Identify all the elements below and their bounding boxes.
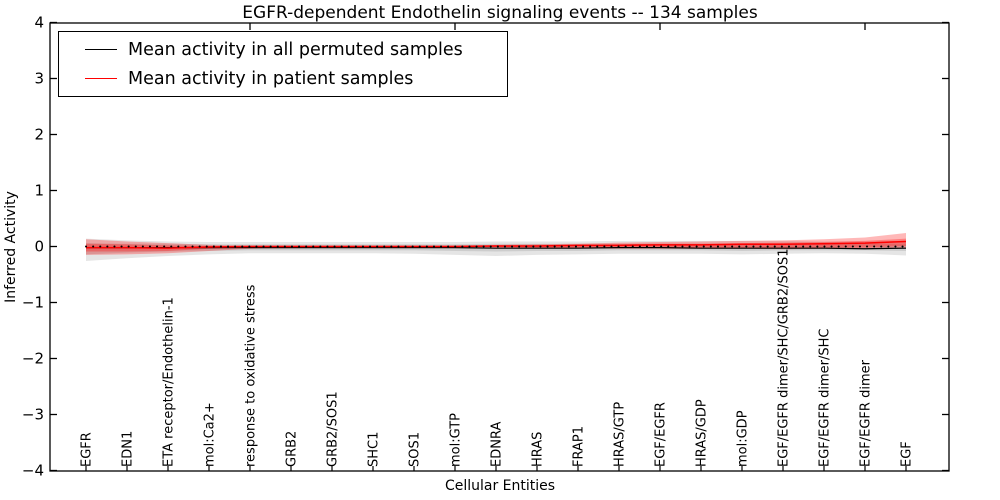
legend-line-sample-black [85, 49, 117, 50]
x-tick-label: SHC1 [367, 432, 382, 467]
y-tick-label: 0 [34, 238, 44, 256]
x-tick-label: SOS1 [408, 432, 423, 467]
x-tick-label: ETA receptor/Endothelin-1 [162, 297, 177, 467]
patient-band-inner [86, 238, 906, 252]
y-tick-label: 1 [34, 182, 44, 200]
y-tick-label: 4 [34, 14, 44, 32]
legend-line-sample-red [85, 78, 117, 79]
y-tick-label: −4 [22, 462, 44, 480]
legend-label-permuted: Mean activity in all permuted samples [128, 39, 463, 60]
x-tick-label: GRB2/SOS1 [326, 391, 341, 467]
chart-title: EGFR-dependent Endothelin signaling even… [242, 3, 758, 23]
legend: Mean activity in all permuted samples Me… [58, 31, 508, 97]
y-tick-label: −2 [22, 350, 44, 368]
x-tick-label: EGF/EGFR dimer [859, 359, 874, 467]
legend-label-patient: Mean activity in patient samples [128, 68, 414, 89]
legend-entry-patient: Mean activity in patient samples [59, 64, 507, 93]
y-tick-label: 3 [34, 70, 44, 88]
x-tick-label: mol:GDP [736, 410, 751, 467]
x-tick-label: mol:GTP [449, 413, 464, 467]
x-tick-label: EGF/EGFR dimer/SHC/GRB2/SOS1 [777, 249, 792, 468]
x-tick-label: EGFR [80, 432, 95, 467]
x-tick-label: HRAS/GTP [613, 402, 628, 467]
x-tick-label: EDNRA [490, 422, 505, 467]
x-tick-label: HRAS/GDP [695, 399, 710, 467]
x-tick-label: EGF/EGFR dimer/SHC [818, 329, 833, 467]
x-tick-label: mol:Ca2+ [203, 402, 218, 467]
x-tick-label: EDN1 [121, 431, 136, 467]
legend-entry-permuted: Mean activity in all permuted samples [59, 35, 507, 64]
x-tick-label: EGF [900, 441, 915, 467]
x-axis-label: Cellular Entities [444, 478, 556, 494]
x-tick-label: HRAS [531, 432, 546, 467]
x-tick-label: GRB2 [285, 431, 300, 467]
x-tick-label: EGF/EGFR [654, 402, 669, 467]
y-tick-label: 2 [34, 126, 44, 144]
x-tick-label: FRAP1 [572, 426, 587, 467]
y-tick-label: −1 [22, 294, 44, 312]
x-tick-label: response to oxidative stress [244, 284, 259, 467]
patient-mean-line [86, 240, 907, 249]
y-tick-label: −3 [22, 406, 44, 424]
